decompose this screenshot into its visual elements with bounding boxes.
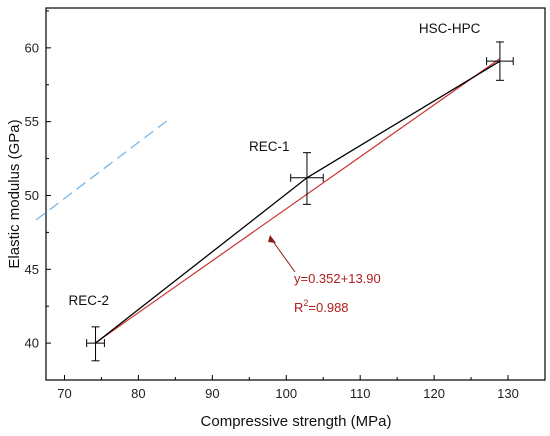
r-squared-label: R2=0.988 xyxy=(294,298,349,315)
x-tick-label: 80 xyxy=(131,386,145,401)
annotation-arrowhead xyxy=(268,235,276,243)
data-point xyxy=(486,41,514,81)
y-tick-label: 60 xyxy=(25,40,39,55)
point-label: REC-1 xyxy=(249,139,290,154)
fit-line xyxy=(95,58,501,344)
x-axis: 70 80 90 100 110 120 130 xyxy=(57,375,519,401)
x-tick-label: 70 xyxy=(57,386,71,401)
plot-area xyxy=(86,41,514,362)
r-squared-prefix: R xyxy=(294,300,303,315)
y-tick-label: 45 xyxy=(25,262,39,277)
x-tick-label: 120 xyxy=(423,386,445,401)
y-tick-label: 40 xyxy=(25,336,39,351)
point-label: REC-2 xyxy=(69,293,110,308)
x-tick-label: 110 xyxy=(350,386,371,401)
y-tick-label: 50 xyxy=(25,188,39,203)
y-axis-title: Elastic modulus (GPa) xyxy=(6,119,23,268)
data-point xyxy=(290,152,324,205)
r-squared-value: =0.988 xyxy=(308,300,348,315)
plot-frame xyxy=(45,7,546,381)
point-labels: REC-2 REC-1 HSC-HPC xyxy=(69,21,481,308)
blue-dashed-artifact xyxy=(35,119,169,221)
x-tick-label: 130 xyxy=(497,386,519,401)
annotation-arrow-line xyxy=(271,239,296,273)
r-squared-exponent: 2 xyxy=(303,298,308,308)
fit-annotation: y=0.352+13.90 R2=0.988 xyxy=(268,235,381,315)
data-point xyxy=(86,326,105,362)
x-axis-title: Compressive strength (MPa) xyxy=(201,413,392,430)
x-tick-label: 90 xyxy=(205,386,219,401)
point-label: HSC-HPC xyxy=(419,21,481,36)
y-tick-label: 55 xyxy=(25,114,39,129)
x-tick-label: 100 xyxy=(275,386,297,401)
fit-equation: y=0.352+13.90 xyxy=(294,271,381,286)
y-axis: 40 45 50 55 60 xyxy=(25,10,51,381)
